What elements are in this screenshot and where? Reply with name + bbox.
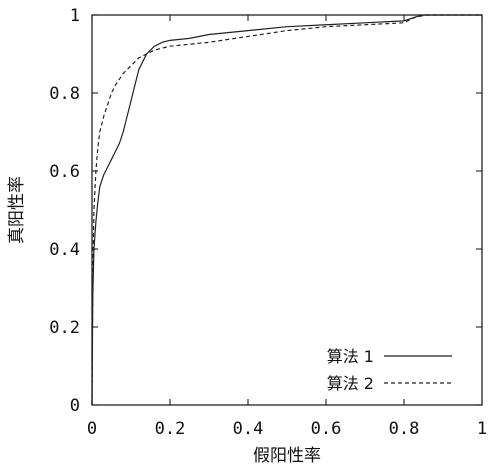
y-tick-label-1: 0.2 — [49, 318, 80, 338]
x-tick-label-5: 1 — [477, 419, 487, 439]
legend: 算法 1 算法 2 — [327, 347, 452, 393]
series-line-2 — [91, 14, 482, 406]
y-tick-labels: 0 0.2 0.4 0.6 0.8 1 — [49, 6, 80, 416]
x-tick-label-1: 0.2 — [155, 419, 186, 439]
y-tick-label-4: 0.8 — [49, 84, 80, 104]
y-tick-label-0: 0 — [70, 396, 80, 416]
x-tick-label-3: 0.6 — [311, 419, 342, 439]
tick-marks — [91, 14, 483, 406]
legend-label-series-2: 算法 2 — [327, 374, 374, 393]
series-lines — [91, 14, 482, 406]
y-tick-label-5: 1 — [70, 6, 80, 26]
y-axis-label: 真阳性率 — [7, 176, 27, 244]
y-tick-label-3: 0.6 — [49, 162, 80, 182]
y-tick-label-2: 0.4 — [49, 240, 80, 260]
legend-label-series-1: 算法 1 — [327, 347, 374, 366]
series-line-1 — [91, 14, 482, 406]
x-tick-label-4: 0.8 — [389, 419, 420, 439]
x-axis-label: 假阳性率 — [253, 446, 321, 466]
plot-frame — [91, 14, 483, 406]
x-tick-label-2: 0.4 — [233, 419, 264, 439]
x-tick-labels: 0 0.2 0.4 0.6 0.8 1 — [87, 419, 487, 439]
x-tick-label-0: 0 — [87, 419, 97, 439]
